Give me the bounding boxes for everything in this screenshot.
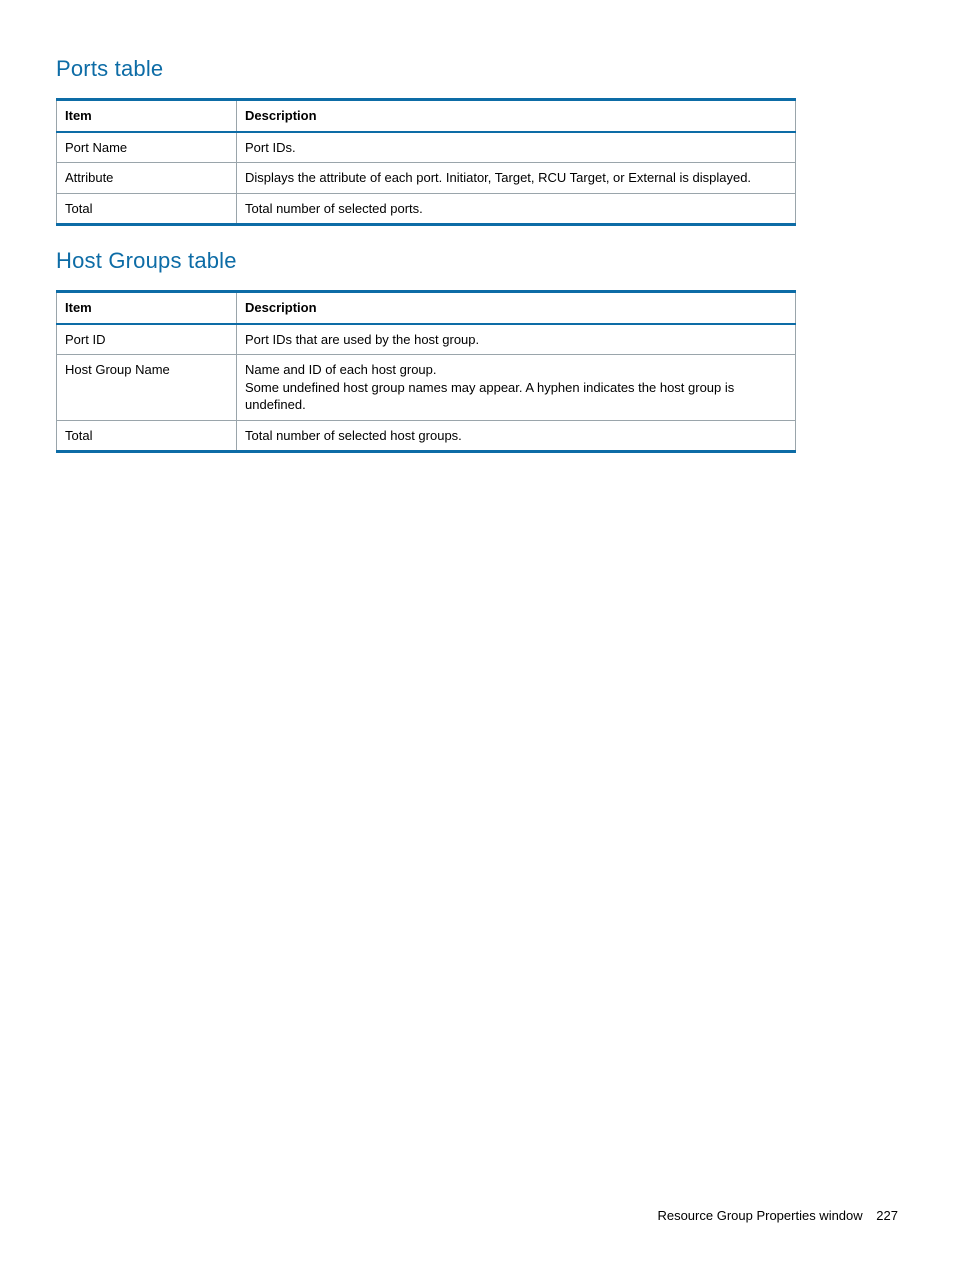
footer-text: Resource Group Properties window [657,1208,862,1223]
ports-table-heading: Ports table [56,56,898,82]
hostgroups-col-description: Description [237,292,796,324]
cell-item: Port ID [57,324,237,355]
cell-item: Host Group Name [57,355,237,421]
hostgroups-col-item: Item [57,292,237,324]
page-footer: Resource Group Properties window 227 [657,1208,898,1223]
ports-col-item: Item [57,100,237,132]
table-header-row: Item Description [57,292,796,324]
table-row: Attribute Displays the attribute of each… [57,163,796,194]
cell-item: Total [57,193,237,225]
host-groups-table: Item Description Port ID Port IDs that a… [56,290,796,453]
cell-description: Name and ID of each host group.Some unde… [237,355,796,421]
cell-description: Displays the attribute of each port. Ini… [237,163,796,194]
cell-description: Port IDs that are used by the host group… [237,324,796,355]
cell-description: Total number of selected host groups. [237,420,796,452]
cell-description: Total number of selected ports. [237,193,796,225]
cell-item: Total [57,420,237,452]
host-groups-table-heading: Host Groups table [56,248,898,274]
table-row: Port ID Port IDs that are used by the ho… [57,324,796,355]
table-row: Total Total number of selected ports. [57,193,796,225]
table-row: Total Total number of selected host grou… [57,420,796,452]
table-header-row: Item Description [57,100,796,132]
table-row: Host Group Name Name and ID of each host… [57,355,796,421]
footer-page-number: 227 [876,1208,898,1223]
ports-table: Item Description Port Name Port IDs. Att… [56,98,796,226]
cell-item: Attribute [57,163,237,194]
table-row: Port Name Port IDs. [57,132,796,163]
ports-col-description: Description [237,100,796,132]
document-page: Ports table Item Description Port Name P… [0,0,954,453]
cell-item: Port Name [57,132,237,163]
cell-description: Port IDs. [237,132,796,163]
